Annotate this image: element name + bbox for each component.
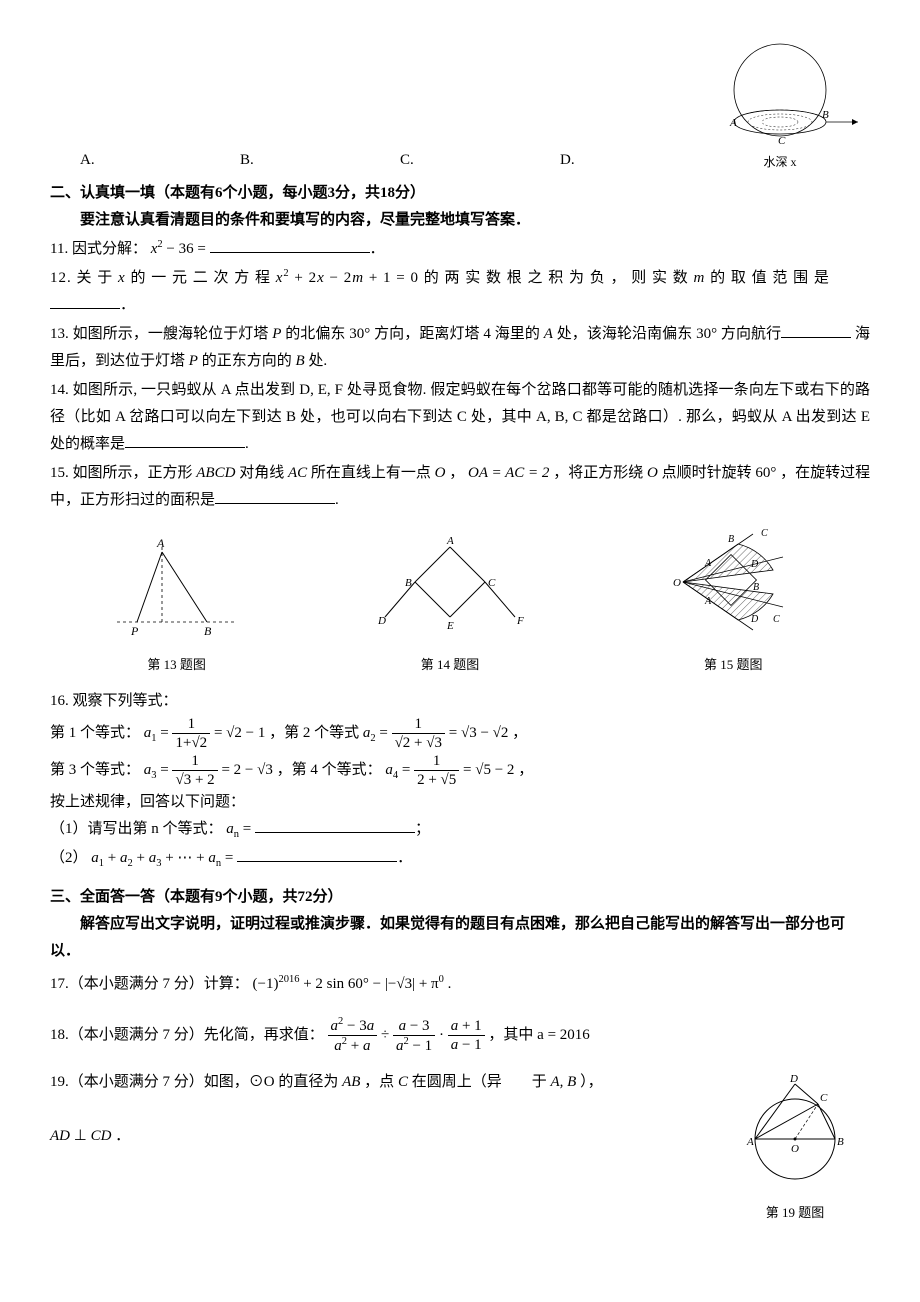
q17: 17.（本小题满分 7 分）计算： (−1)2016 + 2 sin 60° −… — [50, 971, 870, 998]
svg-text:B: B — [728, 534, 734, 545]
q12: 12. 关 于 x 的 一 元 二 次 方 程 x2 + 2x − 2m + 1… — [50, 265, 870, 319]
svg-text:A: A — [746, 1136, 754, 1148]
option-c: C. — [370, 147, 530, 174]
option-a: A. — [50, 147, 210, 174]
fig-13: A P B 第 13 题图 — [107, 532, 247, 677]
svg-text:A: A — [704, 596, 712, 607]
svg-text:C: C — [488, 577, 496, 589]
svg-text:C: C — [773, 614, 780, 625]
fig-15: O A B C D B A D C 第 15 题图 — [653, 522, 813, 677]
svg-text:D: D — [750, 614, 759, 625]
svg-text:E: E — [446, 620, 454, 632]
fig-19: A B C D O 第 19 题图 — [720, 1069, 870, 1224]
q11-blank — [210, 237, 370, 253]
section2-note: 要注意认真看清题目的条件和要填写的内容，尽量完整地填写答案． — [50, 207, 870, 234]
section2-header: 二、认真填一填（本题有6个小题，每小题3分，共18分） — [50, 180, 870, 207]
label-b: B — [822, 109, 829, 121]
svg-text:D: D — [789, 1073, 798, 1085]
q12-blank — [50, 293, 120, 309]
svg-text:C: C — [820, 1092, 828, 1104]
section3-header: 三、全面答一答（本题有9个小题，共72分） — [50, 884, 870, 911]
svg-text:A: A — [446, 535, 454, 547]
q14: 14. 如图所示, 一只蚂蚁从 A 点出发到 D, E, F 处寻觅食物. 假定… — [50, 377, 870, 458]
q15-blank — [215, 488, 335, 504]
svg-text:F: F — [516, 615, 524, 627]
q10-options-row: A. B. C. D. A B C 水深 x — [50, 40, 870, 174]
q16-2-blank — [237, 846, 397, 862]
q13-blank — [781, 322, 851, 338]
svg-text:D: D — [377, 615, 386, 627]
svg-text:P: P — [130, 624, 139, 638]
q13: 13. 如图所示，一艘海轮位于灯塔 P 的北偏东 30° 方向，距离灯塔 4 海… — [50, 321, 870, 375]
svg-text:B: B — [753, 582, 759, 593]
figures-row: A P B 第 13 题图 A B C D E F 第 14 题图 — [50, 522, 870, 677]
svg-text:B: B — [204, 624, 212, 638]
q19: A B C D O 第 19 题图 19.（本小题满分 7 分）如图，⊙O 的直… — [50, 1069, 870, 1224]
svg-text:D: D — [750, 559, 759, 570]
svg-text:B: B — [405, 577, 412, 589]
q16: 16. 观察下列等式： 第 1 个等式： a1 = 11+√2 = √2 − 1… — [50, 688, 870, 874]
q14-blank — [125, 432, 245, 448]
axis-label: 水深 x — [690, 152, 870, 174]
svg-text:O: O — [673, 577, 681, 589]
svg-text:A: A — [156, 536, 165, 550]
sphere-diagram: A B C 水深 x — [690, 40, 870, 174]
q18: 18.（本小题满分 7 分）先化简，再求值： a2 − 3aa2 + a ÷ a… — [50, 1016, 870, 1055]
svg-text:C: C — [761, 528, 768, 539]
svg-text:B: B — [837, 1136, 844, 1148]
label-c: C — [778, 135, 786, 147]
q16-1-blank — [255, 817, 415, 833]
q15: 15. 如图所示，正方形 ABCD 对角线 AC 所在直线上有一点 O ， OA… — [50, 460, 870, 514]
option-d: D. — [530, 147, 690, 174]
option-b: B. — [210, 147, 370, 174]
fig-14: A B C D E F 第 14 题图 — [360, 532, 540, 677]
label-a: A — [729, 117, 737, 129]
section3-note: 解答应写出文字说明，证明过程或推演步骤．如果觉得有的题目有点困难，那么把自己能写… — [50, 911, 870, 965]
q11: 11. 因式分解： x2 − 36 = ． — [50, 236, 870, 263]
svg-text:A: A — [704, 558, 712, 569]
svg-text:O: O — [791, 1143, 799, 1155]
